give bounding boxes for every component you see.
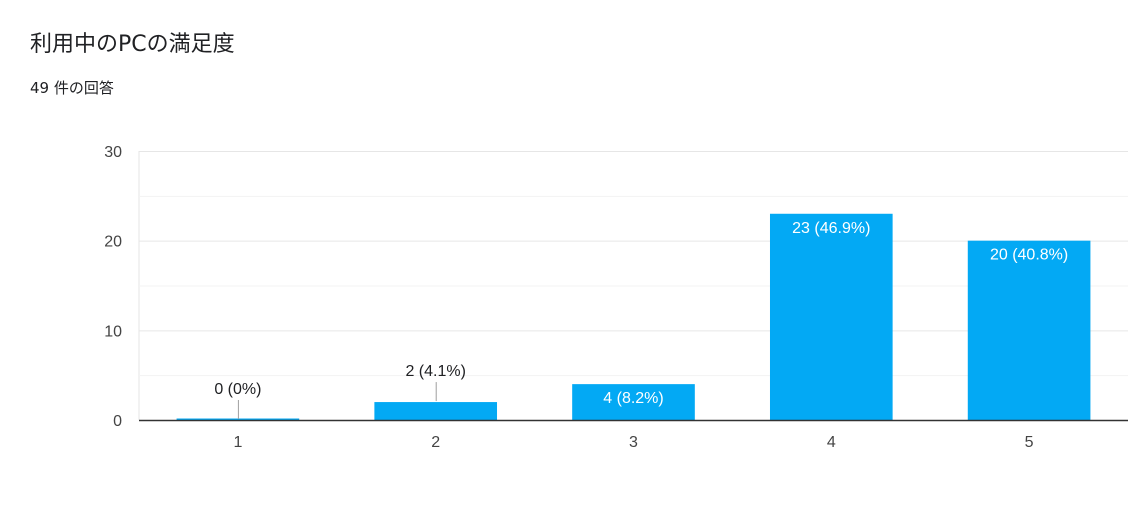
grid-layer <box>138 151 1128 420</box>
bar <box>176 418 300 420</box>
y-tick-label: 30 <box>104 144 122 161</box>
x-tick-label: 1 <box>233 434 242 451</box>
bar <box>967 240 1091 420</box>
data-label: 20 (40.8%) <box>990 247 1068 264</box>
data-label: 4 (8.2%) <box>603 390 663 407</box>
bar-layer <box>176 213 1091 420</box>
bar <box>572 384 695 420</box>
axis-layer: 0 10 20 30 1 2 3 4 5 <box>104 144 1128 451</box>
y-tick-label: 10 <box>104 323 122 340</box>
response-count: 49 件の回答 <box>30 79 114 97</box>
x-tick-label: 5 <box>1025 434 1034 451</box>
data-label: 0 (0%) <box>214 381 261 398</box>
y-tick-label: 0 <box>113 413 122 430</box>
x-tick-label: 4 <box>827 434 836 451</box>
label-layer: 0 (0%) 2 (4.1%) 4 (8.2%) 23 (46.9%) 20 (40.8… <box>214 220 1068 419</box>
x-tick-label: 2 <box>431 434 440 451</box>
chart-title: 利用中のPCの満足度 <box>30 32 235 57</box>
bar <box>769 213 893 420</box>
data-label: 2 (4.1%) <box>405 363 465 380</box>
x-tick-label: 3 <box>629 434 638 451</box>
y-tick-label: 20 <box>104 234 122 251</box>
bar <box>374 402 498 420</box>
data-label: 23 (46.9%) <box>792 220 870 237</box>
